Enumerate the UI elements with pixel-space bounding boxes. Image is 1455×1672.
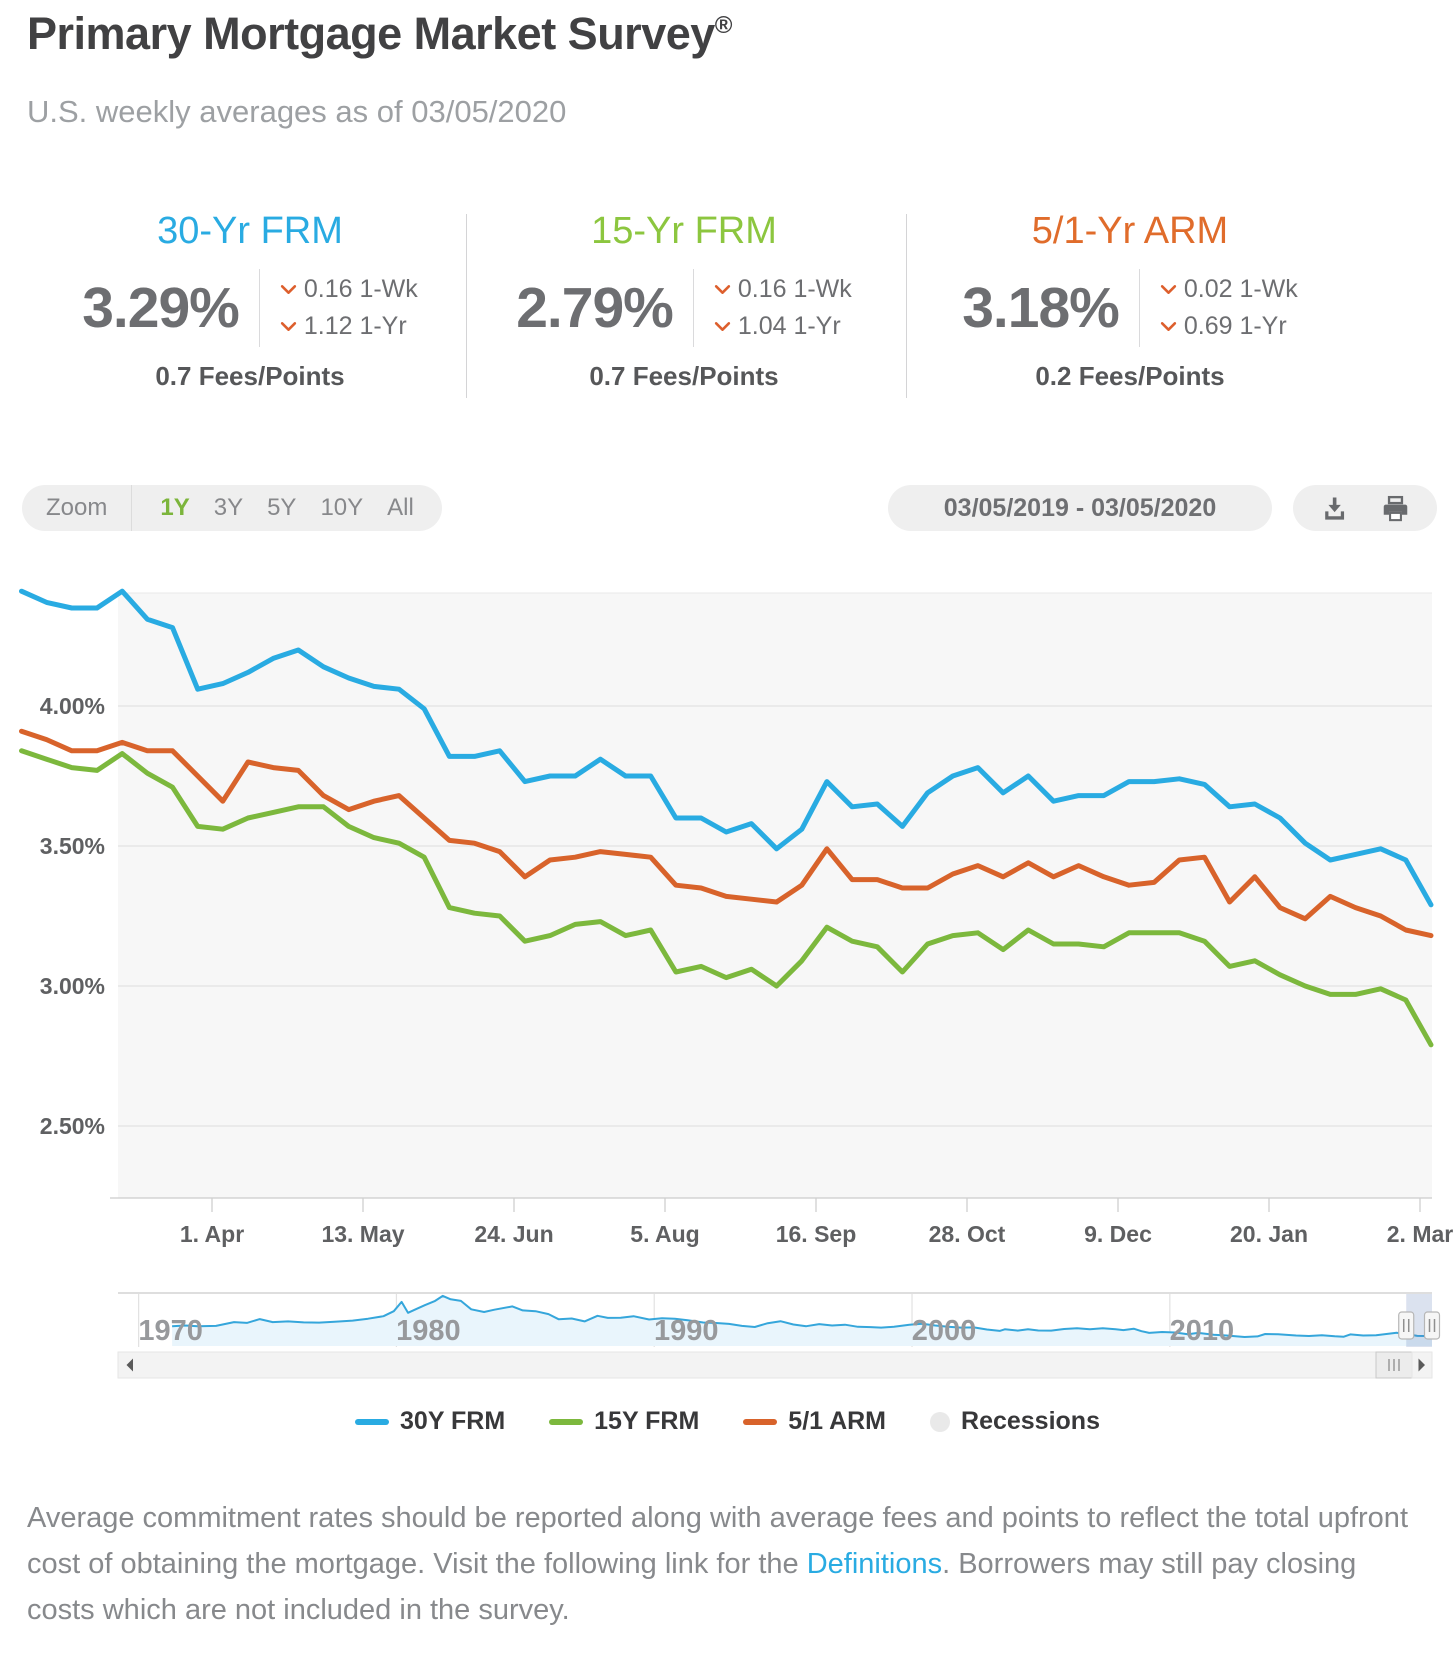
legend-item-15y-frm[interactable]: 15Y FRM [549, 1407, 699, 1436]
divider [692, 269, 694, 347]
chevron-down-icon [1160, 322, 1176, 332]
rate-value: 3.18% [962, 276, 1120, 340]
x-axis-label: 24. Jun [474, 1221, 553, 1247]
series-line-15y-frm [19, 748, 1434, 1048]
plot-area[interactable] [118, 593, 1432, 1198]
rate-card-label: 15-Yr FRM [591, 210, 777, 252]
range-button-3y[interactable]: 3Y [213, 494, 244, 521]
week-change: 0.16 1-Wk [737, 274, 852, 303]
divider [258, 269, 260, 347]
print-icon[interactable] [1380, 493, 1411, 524]
scrollbar-right-arrow[interactable] [1418, 1358, 1426, 1372]
navigator-handle-left[interactable] [1398, 1311, 1415, 1340]
navigator-year-label: 1990 [654, 1315, 719, 1347]
rate-card-5-1-arm: 5/1-Yr ARM 3.18% 0.02 1-Wk 0.69 1-Yr 0.2… [918, 210, 1342, 392]
chevron-down-icon [280, 322, 296, 332]
y-axis-label: 4.00% [40, 693, 105, 719]
page-title: Primary Mortgage Market Survey® [27, 8, 733, 59]
navigator-line [172, 1294, 1433, 1339]
fees-points: 0.7 Fees/Points [589, 361, 779, 391]
legend-dash-marker [549, 1418, 584, 1425]
week-change: 0.16 1-Wk [303, 274, 418, 303]
scrollbar-left-arrow[interactable] [126, 1358, 134, 1372]
page-subtitle: U.S. weekly averages as of 03/05/2020 [27, 94, 567, 129]
week-change: 0.02 1-Wk [1183, 274, 1298, 303]
legend-item-30y-frm[interactable]: 30Y FRM [355, 1407, 505, 1436]
navigator-year-label: 2010 [1170, 1315, 1235, 1347]
fees-points: 0.7 Fees/Points [155, 361, 345, 391]
rate-card-30y-frm: 30-Yr FRM 3.29% 0.16 1-Wk 1.12 1-Yr 0.7 … [50, 210, 450, 392]
x-axis-label: 1. Apr [180, 1221, 244, 1247]
range-button-all[interactable]: All [387, 494, 414, 521]
scrollbar-track[interactable] [117, 1351, 1433, 1379]
navigator-handle-right[interactable] [1423, 1311, 1441, 1340]
legend-dash-marker [743, 1418, 778, 1425]
chart-actions [1293, 485, 1437, 531]
range-button-5y[interactable]: 5Y [267, 494, 297, 521]
x-axis-label: 9. Dec [1084, 1221, 1152, 1247]
chevron-down-icon [280, 284, 296, 294]
navigator-year-label: 1980 [396, 1315, 461, 1347]
navigator-area [172, 1295, 1433, 1346]
divider [466, 214, 467, 398]
zoom-label: Zoom [46, 494, 108, 521]
disclaimer-text: Average commitment rates should be repor… [27, 1502, 1408, 1626]
y-axis-label: 3.50% [40, 833, 105, 859]
zoom-range-selector: Zoom 1Y 3Y 5Y 10Y All [22, 485, 442, 531]
range-button-10y[interactable]: 10Y [320, 494, 364, 521]
year-change: 1.04 1-Yr [737, 312, 841, 340]
download-icon[interactable] [1319, 493, 1350, 524]
x-axis-label: 2. Mar [1387, 1221, 1454, 1247]
rate-value: 3.29% [82, 276, 240, 340]
x-axis-label: 13. May [321, 1221, 404, 1247]
x-axis-label: 5. Aug [630, 1221, 699, 1247]
rate-value: 2.79% [516, 276, 674, 340]
rate-card-label: 30-Yr FRM [157, 210, 343, 252]
chevron-down-icon [714, 322, 730, 332]
legend-circle-marker [930, 1411, 951, 1432]
y-axis-label: 3.00% [40, 973, 105, 999]
rate-card-label: 5/1-Yr ARM [1031, 210, 1229, 252]
series-line-5-1-arm [19, 728, 1434, 939]
legend-dash-marker [355, 1418, 390, 1425]
range-button-1y[interactable]: 1Y [160, 494, 190, 521]
fees-points: 0.2 Fees/Points [1035, 361, 1225, 391]
legend-item-5-1-arm[interactable]: 5/1 ARM [743, 1407, 886, 1436]
chevron-down-icon [714, 284, 730, 294]
legend-item-recessions[interactable]: Recessions [930, 1407, 1100, 1436]
definitions-link[interactable]: Definitions [806, 1547, 943, 1580]
registered-trademark: ® [714, 12, 733, 39]
navigator-year-label: 1970 [138, 1315, 203, 1347]
divider [1138, 269, 1140, 347]
chevron-down-icon [1160, 284, 1176, 294]
x-axis-label: 16. Sep [776, 1221, 857, 1247]
navigator-year-label: 2000 [912, 1315, 977, 1347]
date-range-display[interactable]: 03/05/2019 - 03/05/2020 [888, 485, 1272, 531]
series-line-30y-frm [19, 588, 1434, 908]
chart-legend: 30Y FRM 15Y FRM 5/1 ARM Recessions [0, 1407, 1455, 1436]
divider [906, 214, 907, 398]
year-change: 0.69 1-Yr [1183, 312, 1287, 340]
x-axis-label: 20. Jan [1230, 1221, 1308, 1247]
year-change: 1.12 1-Yr [303, 312, 407, 340]
y-axis-label: 2.50% [40, 1113, 105, 1139]
rate-card-15y-frm: 15-Yr FRM 2.79% 0.16 1-Wk 1.04 1-Yr 0.7 … [478, 210, 890, 392]
x-axis-label: 28. Oct [929, 1221, 1006, 1247]
